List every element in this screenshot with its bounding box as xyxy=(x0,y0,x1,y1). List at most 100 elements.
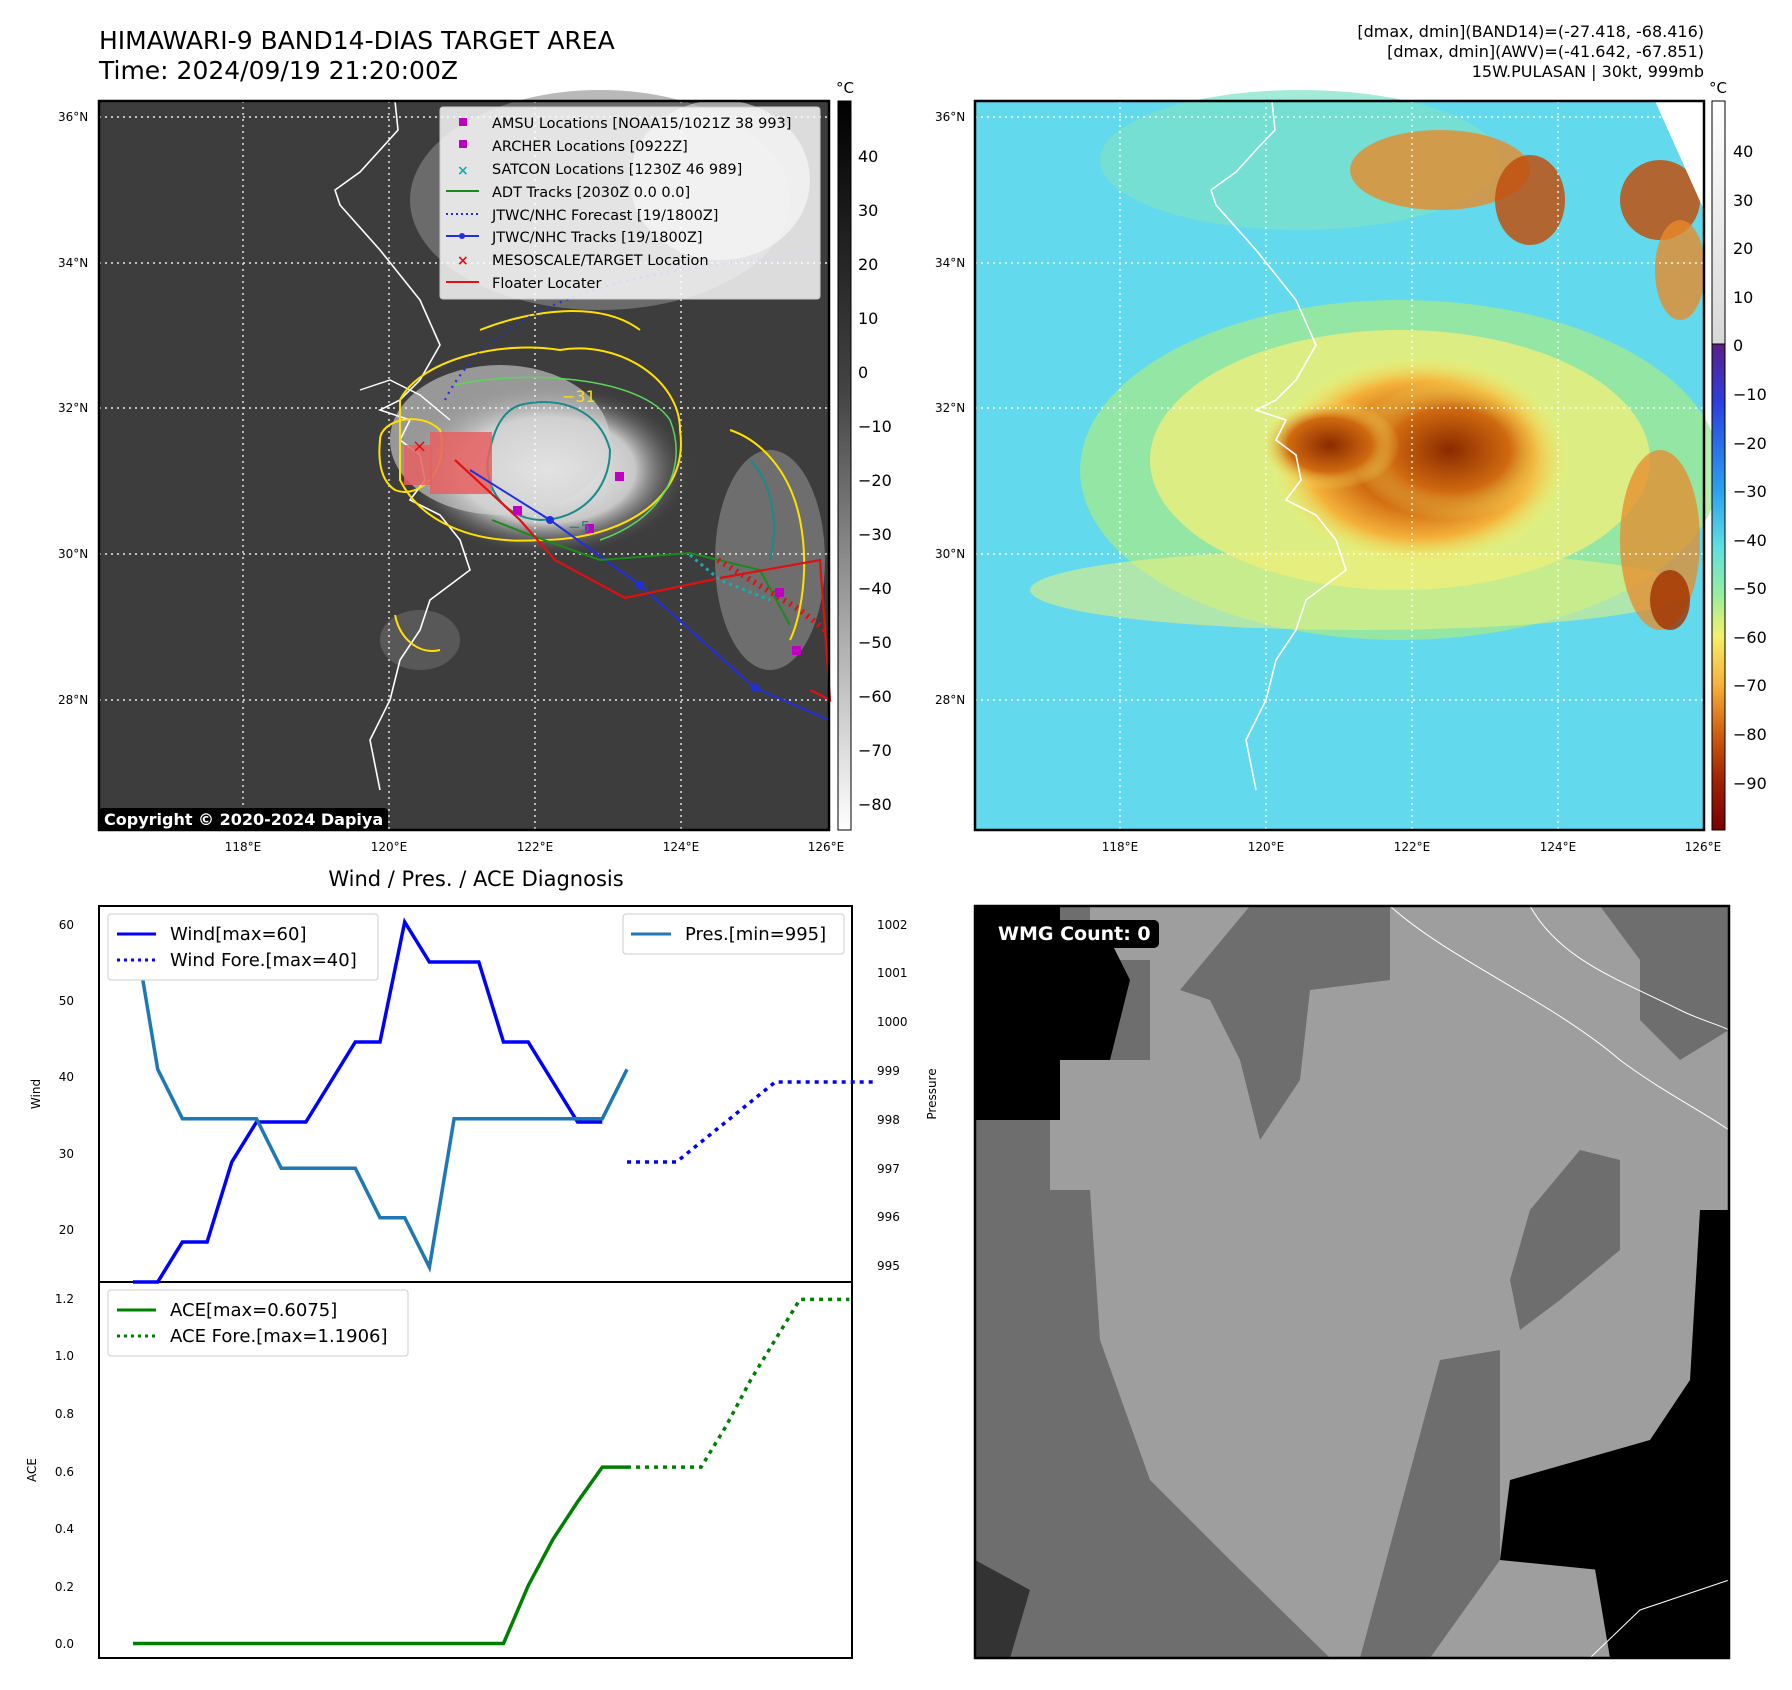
svg-text:30: 30 xyxy=(59,1147,74,1161)
svg-text:−10: −10 xyxy=(858,417,892,436)
legend-amsu: AMSU Locations [NOAA15/1021Z 38 993] xyxy=(492,116,791,132)
ace-axis-label: ACE xyxy=(25,1458,39,1482)
legend-satcon: SATCON Locations [1230Z 46 989] xyxy=(492,162,742,178)
left-map-lat-labels: 36°N 34°N 32°N 30°N 28°N xyxy=(58,110,88,707)
svg-text:28°N: 28°N xyxy=(58,693,88,707)
svg-text:1.2: 1.2 xyxy=(55,1292,74,1306)
svg-text:34°N: 34°N xyxy=(935,256,965,270)
svg-text:×: × xyxy=(457,163,469,179)
svg-text:−80: −80 xyxy=(858,795,892,814)
svg-text:0.0: 0.0 xyxy=(55,1637,74,1651)
pressure-ticks: 1002 1001 1000 999 998 997 996 995 xyxy=(877,918,908,1273)
svg-text:−40: −40 xyxy=(858,579,892,598)
svg-text:30°N: 30°N xyxy=(58,547,88,561)
svg-text:40: 40 xyxy=(59,1070,74,1084)
legend-archer: ARCHER Locations [0922Z] xyxy=(492,139,688,155)
ir-color-map xyxy=(973,90,1720,832)
ace-legend: ACE[max=0.6075] ACE Fore.[max=1.1906] xyxy=(107,1289,409,1357)
wmg-panel xyxy=(973,904,1731,1660)
svg-text:−30: −30 xyxy=(858,525,892,544)
svg-text:0.4: 0.4 xyxy=(55,1522,74,1536)
left-map-lon-labels: 118°E 120°E 122°E 124°E 126°E xyxy=(225,840,845,854)
svg-text:Wind[max=60]: Wind[max=60] xyxy=(170,924,307,945)
svg-text:−70: −70 xyxy=(1733,676,1767,695)
legend-jtwc-forecast: JTWC/NHC Forecast [19/1800Z] xyxy=(491,208,718,224)
svg-text:Wind Fore.[max=40]: Wind Fore.[max=40] xyxy=(170,950,357,971)
svg-text:1001: 1001 xyxy=(877,966,908,980)
svg-text:36°N: 36°N xyxy=(935,110,965,124)
svg-text:0: 0 xyxy=(1733,336,1743,355)
svg-text:−50: −50 xyxy=(858,633,892,652)
wmg-count-badge: WMG Count: 0 xyxy=(990,920,1159,948)
svg-text:32°N: 32°N xyxy=(58,401,88,415)
svg-text:120°E: 120°E xyxy=(1248,840,1285,854)
svg-text:998: 998 xyxy=(877,1113,900,1127)
color-colorbar: °C 40 30 20 10 0 −10 −20 −30 −40 −50 −60… xyxy=(1709,79,1767,831)
svg-text:1002: 1002 xyxy=(877,918,908,932)
legend-jtwc-tracks: JTWC/NHC Tracks [19/1800Z] xyxy=(491,230,703,246)
wind-axis-label: Wind xyxy=(29,1079,43,1109)
svg-text:ACE[max=0.6075]: ACE[max=0.6075] xyxy=(170,1300,337,1321)
svg-text:40: 40 xyxy=(1733,142,1753,161)
svg-text:126°E: 126°E xyxy=(1685,840,1722,854)
right-map-lat-labels: 36°N 34°N 32°N 30°N 28°N xyxy=(935,110,965,707)
svg-text:−90: −90 xyxy=(1733,774,1767,793)
legend-mesoscale: MESOSCALE/TARGET Location xyxy=(492,253,709,269)
svg-text:−50: −50 xyxy=(1733,579,1767,598)
svg-text:30°N: 30°N xyxy=(935,547,965,561)
right-map-lon-labels: 118°E 120°E 122°E 124°E 126°E xyxy=(1102,840,1722,854)
svg-text:20: 20 xyxy=(858,255,878,274)
svg-text:1000: 1000 xyxy=(877,1015,908,1029)
svg-text:−20: −20 xyxy=(1733,434,1767,453)
svg-text:−80: −80 xyxy=(1733,725,1767,744)
chart-time: Time: 2024/09/19 21:20:00Z xyxy=(99,56,458,85)
svg-text:999: 999 xyxy=(877,1064,900,1078)
stats-band14: [dmax, dmin](BAND14)=(-27.418, -68.416) xyxy=(1357,22,1704,41)
chart-title: HIMAWARI-9 BAND14-DIAS TARGET AREA xyxy=(99,26,615,55)
svg-text:Pres.[min=995]: Pres.[min=995] xyxy=(685,924,826,945)
legend-adt: ADT Tracks [2030Z 0.0 0.0] xyxy=(492,185,690,201)
svg-text:−40: −40 xyxy=(1733,531,1767,550)
svg-text:−5: −5 xyxy=(568,518,590,536)
svg-text:−60: −60 xyxy=(1733,628,1767,647)
svg-text:34°N: 34°N xyxy=(58,256,88,270)
wind-legend: Wind[max=60] Wind Fore.[max=40] xyxy=(107,913,379,981)
series-line-1-0 xyxy=(131,920,629,1273)
svg-text:60: 60 xyxy=(59,918,74,932)
svg-text:50: 50 xyxy=(59,994,74,1008)
svg-text:122°E: 122°E xyxy=(517,840,554,854)
svg-text:126°E: 126°E xyxy=(808,840,845,854)
svg-text:×: × xyxy=(412,436,427,457)
pressure-axis-label: Pressure xyxy=(925,1068,939,1119)
svg-text:−60: −60 xyxy=(858,687,892,706)
svg-text:40: 40 xyxy=(858,147,878,166)
svg-text:20: 20 xyxy=(1733,239,1753,258)
series-line-2-1 xyxy=(627,1297,850,1469)
ace-ticks: 1.2 1.0 0.8 0.6 0.4 0.2 0.0 xyxy=(55,1292,74,1651)
svg-text:995: 995 xyxy=(877,1259,900,1273)
storm-info: 15W.PULASAN | 30kt, 999mb xyxy=(1471,62,1704,81)
svg-text:−31: −31 xyxy=(562,387,596,406)
svg-text:−30: −30 xyxy=(1733,482,1767,501)
legend-floater: Floater Locater xyxy=(492,276,601,292)
svg-text:32°N: 32°N xyxy=(935,401,965,415)
gray-colorbar: °C 40 30 20 10 0 −10 −20 −30 −40 −50 −60… xyxy=(836,79,892,831)
series-line-0-0 xyxy=(133,917,603,1284)
svg-text:28°N: 28°N xyxy=(935,693,965,707)
svg-text:0.8: 0.8 xyxy=(55,1407,74,1421)
svg-text:122°E: 122°E xyxy=(1394,840,1431,854)
svg-text:−70: −70 xyxy=(858,741,892,760)
svg-text:0.6: 0.6 xyxy=(55,1465,74,1479)
svg-text:−20: −20 xyxy=(858,471,892,490)
svg-text:×: × xyxy=(457,253,469,269)
svg-text:997: 997 xyxy=(877,1162,900,1176)
svg-text:30: 30 xyxy=(858,201,878,220)
svg-text:°C: °C xyxy=(1709,79,1727,97)
pressure-legend: Pres.[min=995] xyxy=(622,913,845,955)
svg-text:124°E: 124°E xyxy=(1540,840,1577,854)
stats-awv: [dmax, dmin](AWV)=(-41.642, -67.851) xyxy=(1387,42,1704,61)
svg-text:10: 10 xyxy=(1733,288,1753,307)
svg-text:0: 0 xyxy=(858,363,868,382)
series-line-2-0 xyxy=(133,1465,627,1646)
